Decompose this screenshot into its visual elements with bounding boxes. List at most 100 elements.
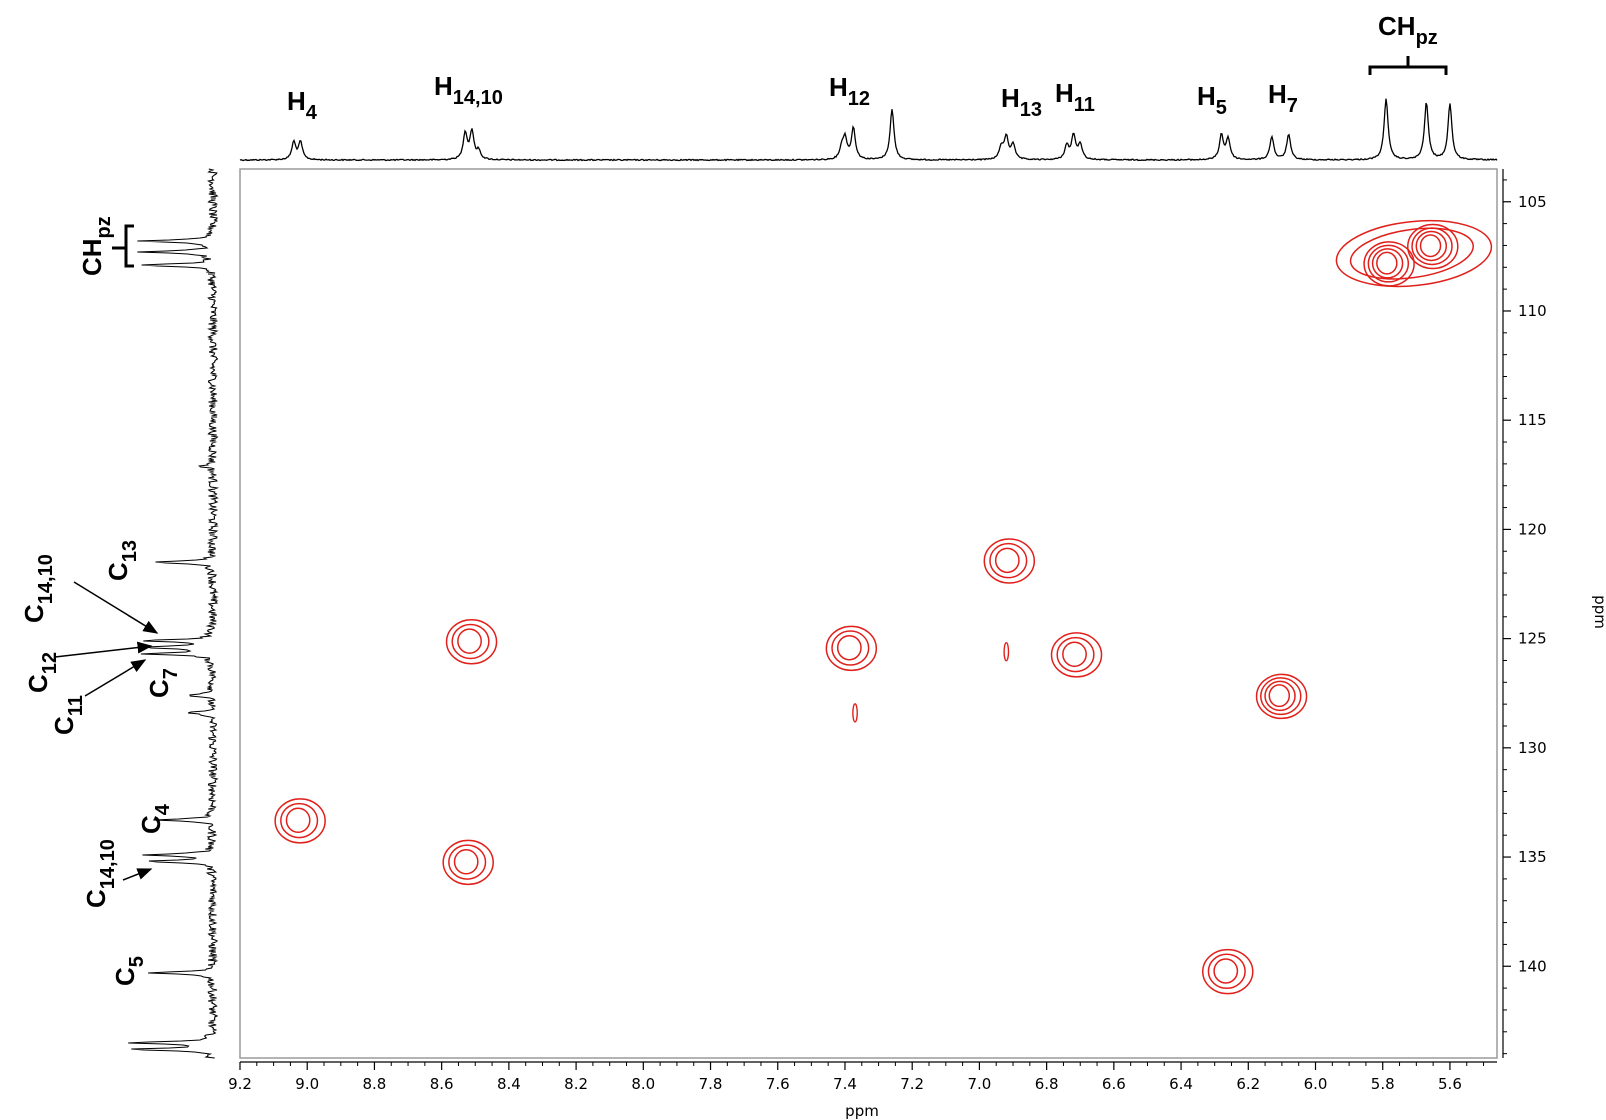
contour-ring bbox=[448, 844, 487, 880]
arrow-c14-10-lower bbox=[122, 868, 153, 881]
cross-peak bbox=[274, 798, 326, 844]
cross-peak bbox=[1255, 673, 1308, 720]
contour-ring bbox=[1213, 958, 1239, 984]
contour-ring bbox=[1376, 251, 1398, 275]
top-1h-spectrum bbox=[239, 98, 1498, 162]
arrow-c12 bbox=[54, 641, 153, 658]
contour-ring bbox=[1062, 641, 1087, 667]
contour-peaks bbox=[274, 219, 1493, 995]
y-tick-label: 140 bbox=[1518, 957, 1547, 975]
x-tick-label: 8.8 bbox=[363, 1075, 387, 1093]
x-tick-label: 7.2 bbox=[900, 1075, 924, 1093]
x-axis-label: ppm bbox=[845, 1102, 879, 1120]
label-c4: C4 bbox=[136, 803, 174, 834]
cross-peak bbox=[1003, 642, 1010, 662]
y-axis-ticks: 105 110 115 120 125 130 135 140 bbox=[1503, 179, 1547, 1055]
y-tick-label: 125 bbox=[1518, 630, 1547, 648]
contour-ring bbox=[1202, 948, 1254, 995]
label-c7: C7 bbox=[144, 668, 182, 698]
label-c12: C12 bbox=[23, 652, 61, 693]
y-tick-label: 120 bbox=[1518, 520, 1547, 538]
x-tick-label: 7.8 bbox=[699, 1075, 723, 1093]
contour-ring bbox=[445, 619, 498, 665]
contour-ring bbox=[285, 807, 311, 833]
x-tick-label: 8.2 bbox=[564, 1075, 588, 1093]
contour-ring bbox=[1419, 234, 1442, 258]
contour-ring bbox=[852, 703, 858, 723]
label-h14-10: H14,10 bbox=[434, 71, 503, 109]
x-tick-label: 6.2 bbox=[1236, 1075, 1260, 1093]
contour-ring bbox=[989, 542, 1028, 579]
label-h5: H5 bbox=[1197, 81, 1227, 119]
cross-peak bbox=[852, 703, 858, 723]
cross-peak bbox=[983, 538, 1036, 584]
contour-ring bbox=[1255, 673, 1308, 720]
contour-ring bbox=[1349, 227, 1474, 280]
label-h13: H13 bbox=[1001, 83, 1042, 121]
contour-ring bbox=[831, 630, 870, 666]
cross-peak bbox=[1050, 632, 1103, 678]
contour-ring bbox=[1407, 223, 1459, 270]
side-13c-spectrum bbox=[128, 168, 220, 1059]
y-tick-label: 130 bbox=[1518, 739, 1547, 757]
contour-ring bbox=[1056, 636, 1095, 673]
x-tick-label: 9.2 bbox=[228, 1075, 252, 1093]
contour-ring bbox=[274, 798, 326, 844]
x-tick-label: 6.6 bbox=[1102, 1075, 1126, 1093]
contour-ring bbox=[453, 848, 479, 875]
contour-ring bbox=[994, 547, 1020, 574]
x-tick-label: 9.0 bbox=[295, 1075, 319, 1093]
contour-ring bbox=[1371, 248, 1404, 279]
contour-ring bbox=[1415, 230, 1448, 262]
y-tick-label: 110 bbox=[1518, 302, 1547, 320]
x-tick-label: 6.8 bbox=[1035, 1075, 1059, 1093]
arrow-c14-10-upper bbox=[73, 581, 159, 634]
contour-ring bbox=[1050, 632, 1103, 678]
chpz-bracket-side bbox=[112, 224, 134, 268]
contour-ring bbox=[1335, 219, 1493, 288]
label-chpz-side: CHpz bbox=[77, 216, 115, 276]
label-c5: C5 bbox=[110, 956, 148, 986]
cross-peak bbox=[445, 619, 498, 665]
x-tick-label: 7.4 bbox=[833, 1075, 857, 1093]
plot-frame bbox=[239, 168, 1498, 1059]
label-h12: H12 bbox=[829, 72, 870, 110]
contour-ring bbox=[451, 623, 490, 660]
arrow-c11 bbox=[84, 659, 147, 697]
chpz-envelope bbox=[1335, 219, 1493, 288]
x-tick-label: 7.0 bbox=[967, 1075, 991, 1093]
x-tick-label: 8.4 bbox=[497, 1075, 521, 1093]
cross-peak bbox=[1202, 948, 1254, 995]
label-c11: C11 bbox=[49, 695, 87, 735]
contour-ring bbox=[1260, 677, 1302, 716]
x-tick-label: 6.4 bbox=[1169, 1075, 1193, 1093]
x-tick-label: 6.0 bbox=[1304, 1075, 1328, 1093]
y-axis-label: ppm bbox=[1591, 595, 1606, 629]
contour-ring bbox=[457, 628, 482, 654]
cross-peak bbox=[442, 839, 494, 886]
contour-ring bbox=[1003, 642, 1010, 662]
x-tick-label: 5.6 bbox=[1438, 1075, 1462, 1093]
cross-peak bbox=[1407, 223, 1459, 270]
label-h7: H7 bbox=[1268, 79, 1298, 117]
contour-ring bbox=[825, 625, 878, 672]
contour-ring bbox=[1264, 680, 1296, 712]
x-tick-label: 5.8 bbox=[1371, 1075, 1395, 1093]
label-c13: C13 bbox=[103, 540, 141, 581]
contour-ring bbox=[1367, 244, 1410, 283]
x-tick-label: 8.6 bbox=[430, 1075, 454, 1093]
contour-ring bbox=[1207, 953, 1246, 990]
label-c14-10-lower: C14,10 bbox=[81, 839, 119, 908]
contour-ring bbox=[280, 802, 319, 839]
contour-ring bbox=[983, 538, 1036, 584]
x-axis-ticks: 9.2 9.0 8.8 8.6 8.4 8.2 8.0 7.8 7.6 7.4 7.2 7.0 6.8 6… bbox=[228, 1062, 1485, 1093]
y-tick-label: 135 bbox=[1518, 848, 1547, 866]
contour-ring bbox=[836, 634, 862, 661]
label-h4: H4 bbox=[287, 86, 318, 124]
x-tick-label: 7.6 bbox=[766, 1075, 790, 1093]
chpz-bracket-top bbox=[1368, 56, 1448, 75]
side-peak-labels: CHpz C13 C14,10 C12 C11 C7 C4 C14,10 C5 bbox=[19, 216, 182, 986]
y-tick-label: 115 bbox=[1518, 411, 1547, 429]
y-tick-label: 105 bbox=[1518, 193, 1547, 211]
